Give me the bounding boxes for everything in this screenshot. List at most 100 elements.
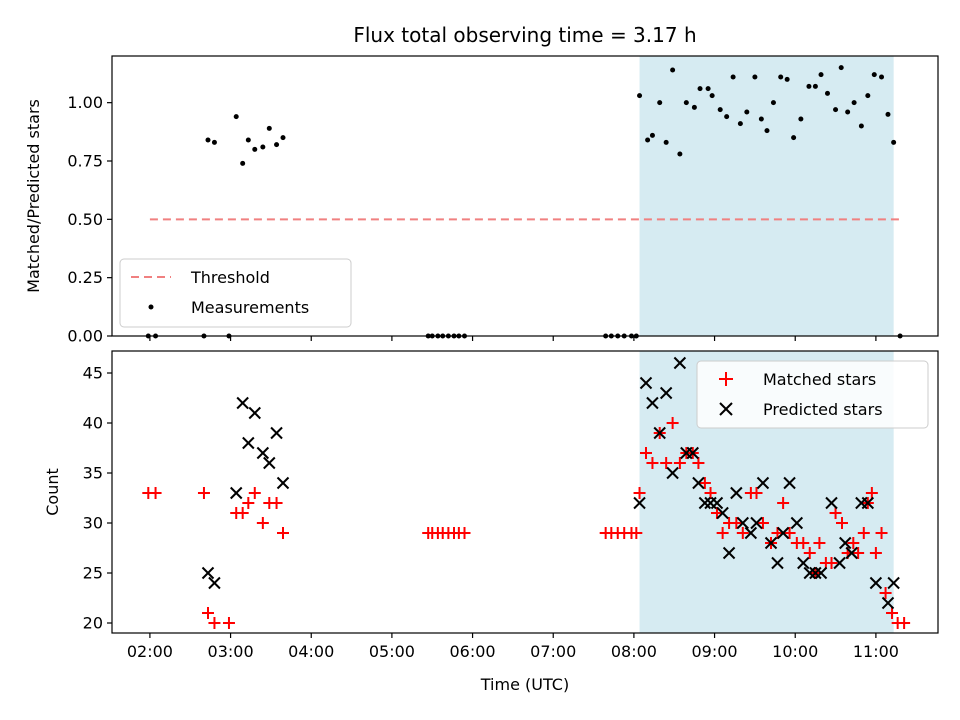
matched-star-point [277, 527, 290, 539]
predicted-star-point [869, 576, 883, 590]
x-tick-label: 07:00 [530, 642, 576, 661]
predicted-star-point [771, 556, 784, 570]
predicted-star-point [692, 476, 705, 490]
predicted-star-point [797, 556, 810, 570]
matched-star-point [736, 527, 749, 539]
x-tick-label: 05:00 [369, 642, 415, 661]
predicted-star-point [861, 496, 875, 510]
chart-title: Flux total observing time = 3.17 h [353, 23, 696, 47]
measurement-point [858, 123, 864, 129]
bottom-panel: 20 25 30 35 40 45 02:00 03:00 04:00 05:00 06:00 07… [43, 350, 939, 694]
predicted-star-point [263, 456, 276, 470]
x-tick-label: 10:00 [772, 642, 818, 661]
legend-matched-label: Matched stars [763, 370, 876, 389]
measurement-point [252, 146, 258, 152]
measurement-point [764, 128, 770, 134]
measurement-point [818, 72, 824, 78]
matched-star-point [710, 507, 723, 519]
legend-predicted-swatch [719, 402, 733, 416]
measurement-point [791, 135, 797, 141]
bottom-y-tick-label: 35 [83, 464, 103, 483]
measurement-point [730, 74, 736, 80]
measurement-point [240, 160, 246, 166]
matched-star-point [197, 487, 210, 499]
measurement-point [744, 109, 750, 115]
predicted-star-point [756, 476, 770, 490]
measurement-point [637, 93, 643, 99]
predicted-star-point [248, 406, 261, 420]
predicted-star-point [208, 576, 221, 590]
predicted-star-point [230, 486, 243, 500]
predicted-star-point [845, 546, 858, 560]
matched-star-point [869, 547, 882, 559]
matched-star-point [716, 527, 729, 539]
matched-star-point [458, 527, 471, 539]
matched-star-point [875, 527, 888, 539]
measurement-point [705, 86, 711, 92]
legend-measurements-label: Measurements [191, 298, 309, 317]
measurement-point [806, 83, 812, 89]
legend-measurements-swatch [148, 304, 154, 310]
bottom-legend-box [696, 360, 929, 429]
predicted-star-point [710, 496, 724, 510]
measurement-point [770, 100, 776, 106]
matched-star-point [836, 517, 849, 529]
measurement-point [205, 137, 211, 143]
predicted-star-point [236, 396, 249, 410]
matched-star-point [633, 487, 646, 499]
predicted-star-point [722, 546, 736, 560]
bottom-y-tick-label: 40 [83, 414, 103, 433]
matched-star-point [660, 457, 673, 469]
predicted-star-point [744, 526, 758, 540]
bottom-y-axis-label: Count [43, 468, 62, 516]
matched-star-point [673, 457, 686, 469]
top-y-tick-label: 0.25 [67, 268, 103, 287]
measurement-point [266, 125, 272, 131]
predicted-star-point [881, 596, 895, 610]
matched-star-point [865, 487, 878, 499]
predicted-star-point [809, 566, 822, 580]
predicted-star-point [639, 376, 653, 390]
bottom-axes-frame [111, 350, 939, 634]
matched-star-point [270, 497, 283, 509]
measurement-point [865, 93, 871, 99]
predicted-star-point [776, 526, 790, 540]
top-legend: Threshold Measurements [119, 258, 352, 328]
matched-star-point [698, 477, 711, 489]
matched-star-point [803, 547, 816, 559]
matched-star-point [630, 527, 643, 539]
measurement-point [885, 111, 891, 117]
measurement-point [879, 74, 885, 80]
measurement-point [677, 151, 683, 157]
matched-star-point [813, 537, 826, 549]
measurement-point [838, 65, 844, 71]
legend-matched-swatch [719, 372, 733, 386]
predicted-star-point [839, 536, 852, 550]
matched-star-point [704, 487, 717, 499]
predicted-star-point [673, 356, 687, 370]
matched-star-point [639, 447, 652, 459]
matched-star-point [236, 507, 249, 519]
predicted-star-point [730, 486, 743, 500]
predicted-star-point [686, 446, 699, 460]
matched-star-point [208, 617, 221, 629]
measurement-point [784, 76, 790, 82]
matched-star-point [847, 537, 860, 549]
measurement-point [824, 90, 830, 96]
matched-star-point [797, 537, 810, 549]
matched-star-point [730, 517, 743, 529]
predicted-star-point [653, 426, 666, 440]
measurement-point [274, 142, 280, 148]
top-panel: 0.00 0.25 0.50 0.75 1.00 Matched/Predicted s… [24, 55, 939, 346]
measurement-point [717, 107, 723, 113]
measurement-point [670, 67, 676, 73]
bottom-y-tick-label: 45 [83, 364, 103, 383]
bottom-legend: Matched stars Predicted stars [696, 360, 929, 429]
matched-star-point [256, 517, 269, 529]
matched-star-point [857, 527, 870, 539]
predicted-star-point [646, 396, 659, 410]
predicted-star-point [736, 516, 750, 530]
measurement-point [280, 135, 286, 141]
predicted-star-point [242, 436, 255, 450]
